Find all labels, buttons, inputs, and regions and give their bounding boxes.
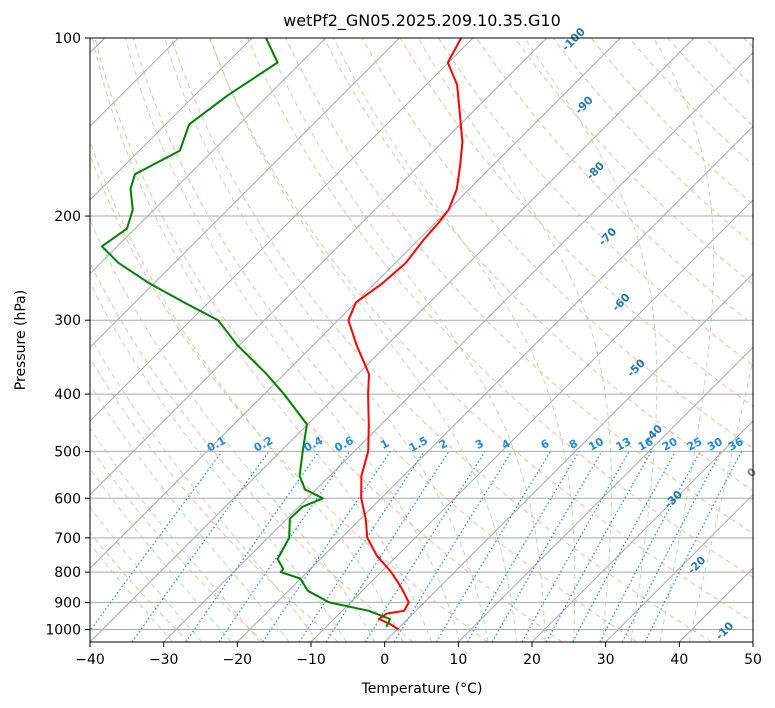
mixing-ratio-line: [218, 451, 351, 642]
mixing-ratio-line: [393, 451, 513, 642]
mixing-ratio-line: [644, 451, 743, 642]
axes: −40 −30 −20 −10 0 10 20 30 40 50 100 200 300 400 500 60…: [45, 31, 762, 668]
moist-adiabat-line: [125, 38, 461, 642]
mixing-ratio-label: 36: [726, 435, 746, 454]
dry-adiabat-line: [247, 38, 753, 578]
moist-adiabat-line: [209, 38, 517, 642]
chart-title: wetPf2_GN05.2025.209.10.35.G10: [283, 11, 561, 31]
dry-adiabat-line: [94, 38, 563, 642]
isotherm-line: [384, 272, 753, 642]
y-tick-label: 400: [54, 387, 81, 403]
x-tick-label: 20: [523, 652, 541, 668]
x-tick-label: −30: [149, 652, 179, 668]
x-tick-label: −40: [75, 652, 105, 668]
moist-adiabat-line: [265, 38, 546, 642]
dry-adiabat-line: [90, 357, 339, 642]
dry-adiabat-line: [90, 261, 414, 642]
isotherm-line: [90, 38, 253, 201]
isotherm-line: [90, 38, 474, 422]
y-tick-label: 300: [54, 313, 81, 329]
x-tick-label: 0: [380, 652, 389, 668]
isotherm-line: [163, 51, 753, 642]
isotherm-line: [236, 125, 753, 642]
moist-adiabat-line: [653, 38, 715, 642]
dry-adiabat-line: [90, 446, 264, 642]
x-tick-label: 50: [744, 652, 762, 668]
mixing-ratio-line: [298, 451, 425, 642]
y-axis-title: Pressure (hPa): [13, 290, 29, 390]
mixing-ratio-line: [621, 451, 722, 642]
isotherm-line: [457, 346, 753, 642]
y-tick-label: 100: [54, 31, 81, 47]
moist-adiabat-line: [163, 38, 489, 642]
temperature-profile-line: [347, 38, 464, 631]
mixing-ratio-label: 30: [705, 435, 725, 454]
moist-adiabat-line: [90, 427, 261, 642]
isotherm-line: [90, 38, 327, 275]
y-tick-label: 800: [54, 565, 81, 581]
dry-adiabat-line: [514, 38, 753, 285]
plot-frame: [89, 37, 754, 643]
dry-adiabat-line: [209, 38, 753, 623]
mixing-ratio-line: [90, 451, 223, 632]
moist-adiabat-line: [90, 139, 404, 642]
y-tick-label: 1000: [45, 622, 81, 638]
dry-adiabat-line: [90, 531, 190, 642]
moist-adiabat-line: [90, 506, 203, 642]
dry-adiabat-line: [285, 38, 753, 535]
mixing-ratio-line: [185, 451, 320, 642]
moist-adiabat-line: [90, 467, 232, 642]
isotherm-line: [90, 38, 621, 570]
plot-area: [90, 38, 753, 642]
x-tick-label: 40: [670, 652, 688, 668]
dewpoint-profile-line: [100, 38, 391, 628]
isotherm-line: [531, 420, 753, 642]
moist-adiabat-line: [90, 335, 319, 642]
moist-adiabat-line: [91, 38, 432, 642]
y-tick-label: 200: [54, 209, 81, 225]
y-tick-label: 600: [54, 491, 81, 507]
x-tick-label: −10: [296, 652, 326, 668]
mixing-ratio-line: [521, 451, 630, 642]
moist-adiabat-line: [524, 38, 658, 642]
mixing-ratio-label: 16: [636, 435, 656, 454]
isotherm-line: [90, 38, 400, 349]
dry-adiabat-line: [170, 38, 712, 642]
y-tick-label: 700: [54, 531, 81, 547]
dry-adiabat-line: [399, 38, 753, 408]
x-tick-label: 30: [597, 652, 615, 668]
background-lines: [90, 38, 753, 642]
isotherm-line: [90, 38, 695, 642]
mixing-ratio-line: [325, 451, 450, 642]
mixing-ratio-line: [572, 451, 677, 642]
moist-adiabat-line: [90, 543, 173, 642]
x-axis-title: Temperature (°C): [361, 681, 483, 697]
mixing-ratio-label: 20: [660, 435, 680, 454]
x-tick-label: −20: [223, 652, 253, 668]
isotherm-line: [90, 38, 548, 496]
moist-adiabat-line: [417, 38, 612, 642]
y-tick-label: 900: [54, 595, 81, 611]
mixing-ratio-line: [131, 451, 270, 642]
mixing-ratio-line: [545, 451, 652, 642]
moist-adiabat-line: [333, 38, 576, 642]
moist-adiabat-line: [90, 383, 290, 642]
isotherm-line: [605, 493, 753, 642]
moist-adiabat-line: [90, 218, 376, 642]
sounding-profiles: [100, 38, 464, 631]
mixing-ratio-label: 13: [614, 435, 634, 454]
dry-adiabat-line: [90, 153, 488, 642]
x-tick-label: 10: [449, 652, 467, 668]
mixing-ratio-label: 10: [586, 435, 606, 454]
mixing-ratio-label: 25: [685, 435, 705, 454]
y-tick-label: 500: [54, 444, 81, 460]
